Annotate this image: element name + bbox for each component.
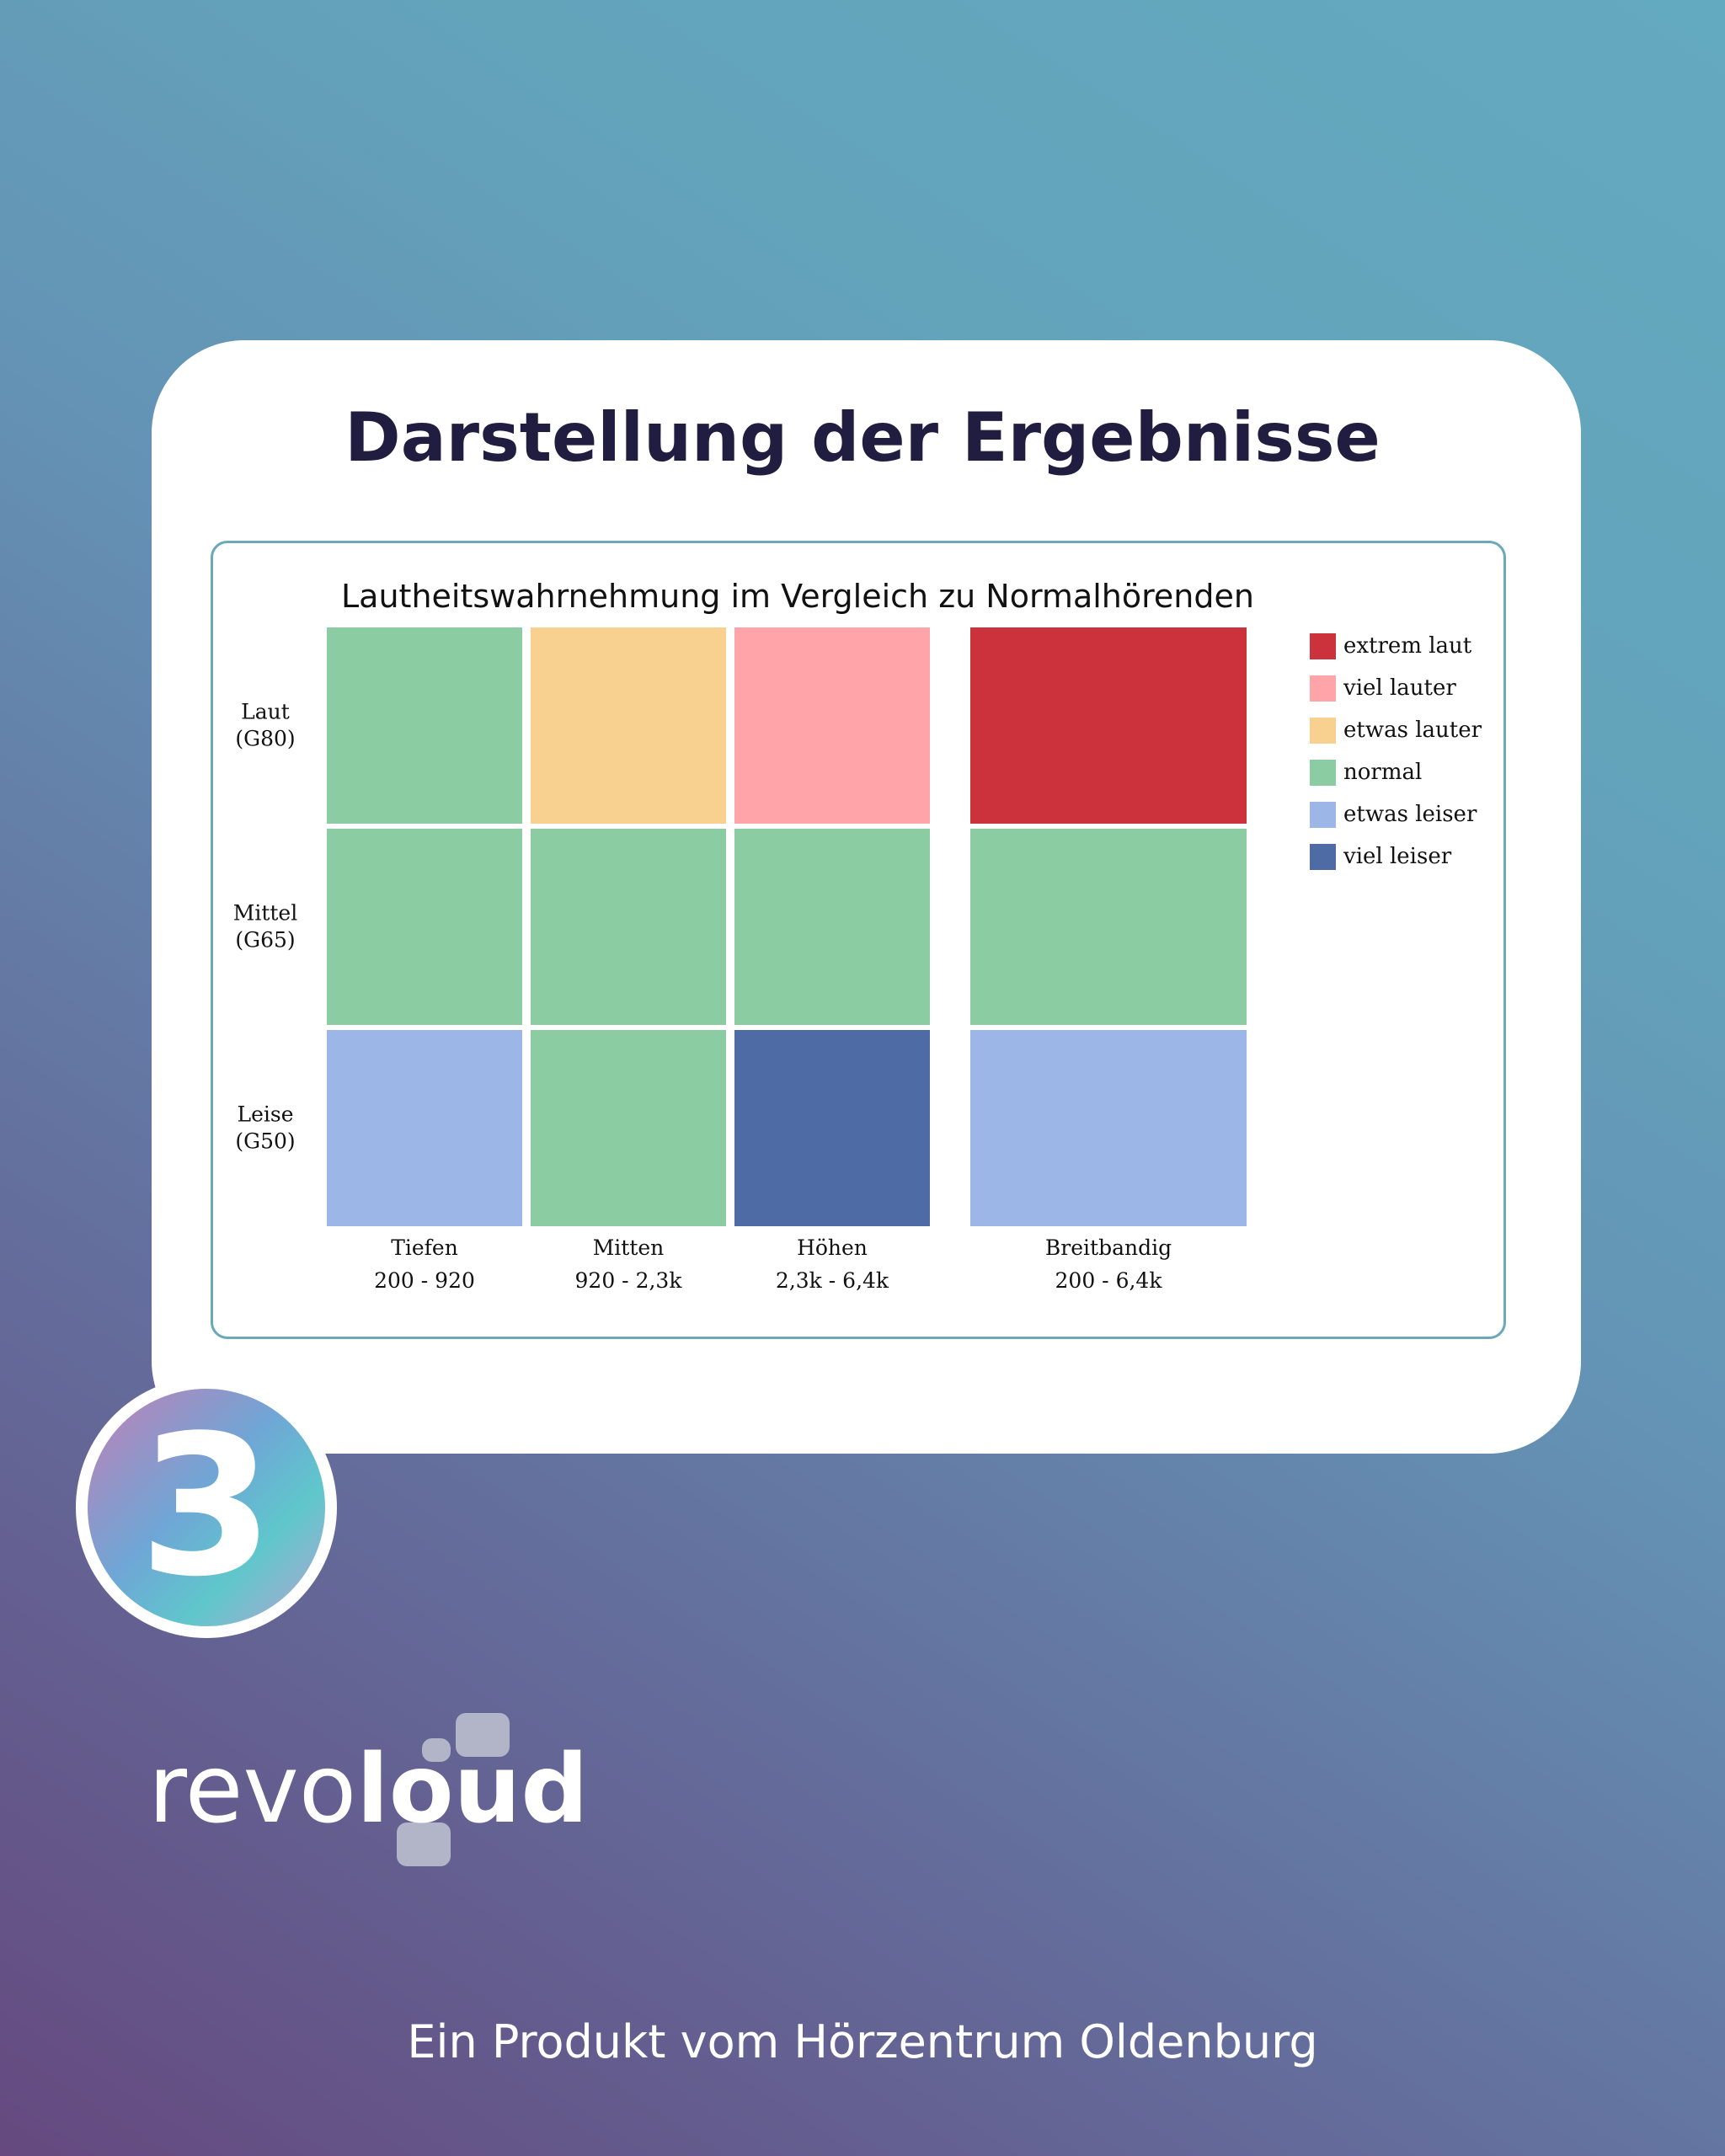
heatmap-cell-laut-mitten (531, 627, 726, 824)
footer-tagline: Ein Produkt vom Hörzentrum Oldenburg (407, 2015, 1318, 2068)
col-label-mitten: Mitten (593, 1235, 665, 1260)
legend-label-viel-lauter: viel lauter (1343, 675, 1456, 701)
heatmap-cell-laut-h-hen (734, 627, 930, 824)
col-range-breitbandig: 200 - 6,4k (1055, 1268, 1163, 1293)
step-badge-circle: 3 (88, 1389, 325, 1626)
heatmap-cell-leise-breitbandig (970, 1030, 1247, 1226)
logo-square-large (456, 1713, 510, 1757)
heatmap-cell-leise-mitten (531, 1030, 726, 1226)
revoloud-logo: revoloud (148, 1710, 589, 1870)
heatmap-cell-laut-tiefen (327, 627, 522, 824)
col-range-tiefen: 200 - 920 (374, 1268, 475, 1293)
logo-text-bold: loud (356, 1735, 589, 1844)
legend-label-extrem-laut: extrem laut (1343, 633, 1472, 659)
heatmap-cell-laut-breitbandig (970, 627, 1247, 824)
logo-square-small (422, 1738, 451, 1762)
row-level-laut: (G80) (235, 727, 295, 751)
row-level-mittel: (G65) (235, 928, 295, 953)
legend-swatch-extrem-laut (1310, 633, 1336, 659)
heatmap-cell-mittel-tiefen (327, 829, 522, 1025)
col-label-tiefen: Tiefen (391, 1235, 458, 1260)
legend-swatch-viel-lauter (1310, 675, 1336, 702)
chart-title: Lautheitswahrnehmung im Vergleich zu Nor… (341, 578, 1254, 615)
legend-label-viel-leiser: viel leiser (1343, 844, 1452, 869)
row-label-mittel: Mittel (233, 901, 297, 926)
logo-wordmark: revoloud (148, 1726, 589, 1853)
legend-swatch-viel-leiser (1310, 844, 1336, 870)
heatmap-cell-mittel-h-hen (734, 829, 930, 1025)
loudness-heatmap: Lautheitswahrnehmung im Vergleich zu Nor… (233, 578, 1482, 1293)
row-level-leise: (G50) (235, 1129, 295, 1154)
legend-label-etwas-leiser: etwas leiser (1343, 802, 1477, 827)
legend-label-normal: normal (1343, 760, 1422, 785)
row-label-leise: Leise (237, 1102, 293, 1127)
legend-label-etwas-lauter: etwas lauter (1343, 718, 1482, 743)
page-title: Darstellung der Ergebnisse (344, 398, 1381, 477)
legend-swatch-etwas-lauter (1310, 718, 1336, 744)
col-label-h-hen: Höhen (797, 1235, 868, 1260)
chart-frame: Lautheitswahrnehmung im Vergleich zu Nor… (211, 541, 1506, 1339)
col-range-mitten: 920 - 2,3k (575, 1268, 683, 1293)
legend-swatch-normal (1310, 760, 1336, 786)
col-range-h-hen: 2,3k - 6,4k (776, 1268, 889, 1293)
row-label-laut: Laut (241, 700, 290, 724)
heatmap-cell-mittel-breitbandig (970, 829, 1247, 1025)
logo-square-bottom (397, 1822, 451, 1866)
logo-text-light: revo (148, 1735, 357, 1844)
heatmap-cell-leise-tiefen (327, 1030, 522, 1226)
heatmap-cell-mittel-mitten (531, 829, 726, 1025)
step-number: 3 (138, 1395, 275, 1620)
col-label-breitbandig: Breitbandig (1045, 1235, 1172, 1260)
step-badge: 3 (76, 1377, 337, 1638)
legend-swatch-etwas-leiser (1310, 802, 1336, 828)
heatmap-cell-leise-h-hen (734, 1030, 930, 1226)
